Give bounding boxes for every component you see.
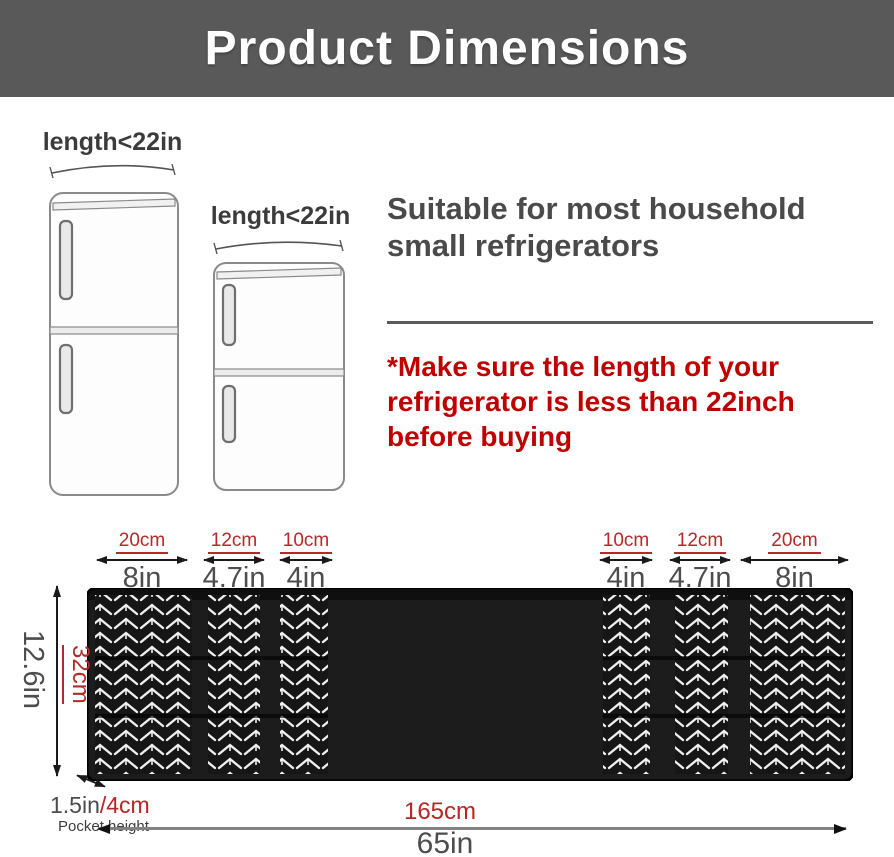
fridge-organizer-image — [87, 588, 853, 781]
warning-line3: before buying — [387, 421, 573, 452]
double-arrow-icon — [740, 556, 849, 564]
dimension-group-right-10cm: 10cm 4in — [599, 531, 653, 593]
fridge-top-cap — [52, 198, 176, 211]
suitable-heading-line2: small refrigerators — [387, 228, 660, 263]
organizer-pocket-panel — [208, 595, 260, 774]
length-double-arrow-icon — [97, 824, 847, 834]
warning-note: *Make sure the length of your refrigerat… — [387, 349, 887, 454]
fridge-door-handle — [58, 343, 74, 415]
organizer-base — [87, 588, 853, 781]
dimension-cm-label: 10cm — [599, 531, 653, 554]
pocket-seams — [95, 656, 845, 718]
organizer-top-edge — [89, 590, 851, 600]
dimension-group-left-12cm: 12cm 4.7in — [203, 531, 266, 594]
dimension-cm-label: 10cm — [279, 531, 333, 554]
height-inch-label: 12.6in — [17, 630, 49, 710]
fridge-small-width-arc-icon — [213, 239, 344, 255]
suitable-heading-line1: Suitable for most household — [387, 191, 806, 226]
pocket-inch-value: 1.5in — [50, 792, 100, 818]
double-arrow-icon — [599, 556, 653, 564]
dimension-group-right-12cm: 12cm 4.7in — [669, 531, 732, 594]
suitable-heading: Suitable for most household small refrig… — [387, 190, 892, 264]
dimension-cm-label: 12cm — [207, 531, 261, 554]
double-arrow-icon — [669, 556, 731, 564]
fridge-body — [49, 192, 179, 496]
fridge-large-label: length<22in — [42, 128, 183, 156]
dimension-cm-label: 20cm — [115, 531, 169, 554]
double-arrow-icon — [96, 556, 188, 564]
dimension-group-left-10cm: 10cm 4in — [279, 531, 333, 593]
fridge-small-label: length<22in — [210, 202, 351, 230]
length-inch-label: 65in — [416, 827, 474, 857]
warning-line1: *Make sure the length of your — [387, 351, 780, 382]
organizer-pocket-panel — [675, 595, 728, 774]
fridge-large-width-arc-icon — [49, 163, 176, 179]
double-arrow-icon — [279, 556, 333, 564]
dimension-cm-label: 12cm — [673, 531, 727, 554]
organizer-pocket-panel — [280, 595, 328, 774]
title-banner: Product Dimensions — [0, 0, 894, 97]
fridge-freezer-handle — [58, 219, 74, 301]
fridge-door-divider — [49, 326, 179, 335]
section-divider — [387, 321, 873, 324]
warning-line2: refrigerator is less than 22inch — [387, 386, 795, 417]
pocket-cm-value: 4cm — [106, 792, 150, 818]
fridge-freezer-handle — [221, 283, 237, 347]
fridge-door-divider — [213, 368, 345, 377]
organizer-pocket-panel — [603, 595, 650, 774]
organizer-pocket-panel — [95, 595, 192, 774]
double-arrow-icon — [203, 556, 265, 564]
page-title: Product Dimensions — [204, 22, 690, 75]
fridge-top-cap — [216, 267, 342, 280]
pocket-separator: / — [99, 792, 107, 818]
height-double-arrow-icon — [53, 585, 61, 777]
pocket-size-label: 1.5in/4cm — [50, 793, 150, 817]
length-cm-label: 165cm — [403, 798, 477, 825]
dimension-cm-label: 20cm — [768, 531, 821, 554]
height-cm-label: 32cm — [62, 645, 94, 704]
fridge-small-illustration — [213, 262, 345, 491]
organizer-pocket-panel — [750, 595, 845, 774]
dimension-group-right-20cm: 20cm 8in — [740, 531, 849, 593]
fridge-door-handle — [221, 384, 237, 444]
fridge-large-illustration — [49, 192, 179, 496]
dimension-group-left-20cm: 20cm 8in — [96, 531, 188, 593]
